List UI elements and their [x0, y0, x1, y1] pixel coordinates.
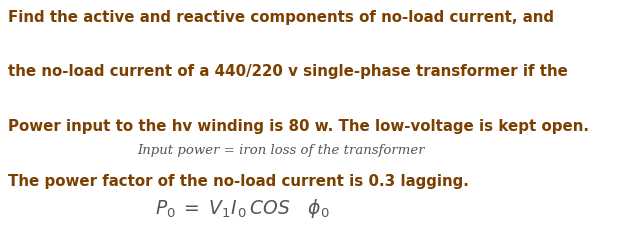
Text: Power input to the hv winding is 80 w. The low-voltage is kept open.: Power input to the hv winding is 80 w. T… [8, 119, 590, 134]
Text: Input power = iron loss of the transformer: Input power = iron loss of the transform… [137, 144, 424, 157]
Text: $P_0 \;=\; V_1 I_{\,0} \,COS \quad \phi_0$: $P_0 \;=\; V_1 I_{\,0} \,COS \quad \phi_… [155, 198, 330, 220]
Text: The power factor of the no-load current is 0.3 lagging.: The power factor of the no-load current … [8, 174, 469, 189]
Text: the no-load current of a 440/220 v single-phase transformer if the: the no-load current of a 440/220 v singl… [8, 64, 568, 79]
Text: Find the active and reactive components of no-load current, and: Find the active and reactive components … [8, 10, 554, 25]
